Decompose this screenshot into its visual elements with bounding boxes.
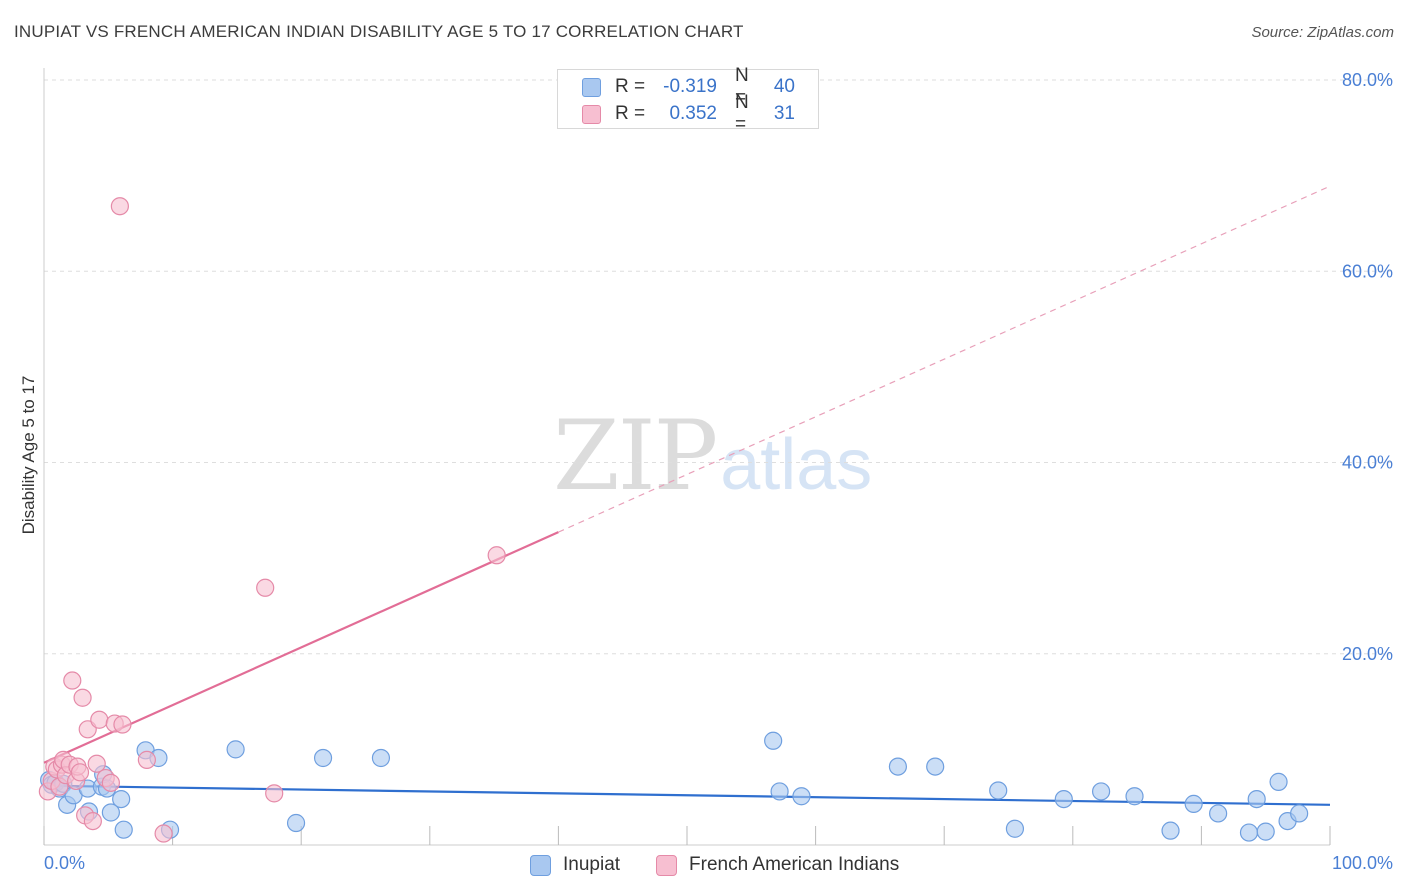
french-american-indians-point-18[interactable] bbox=[90, 710, 109, 729]
stats-legend-box: R = -0.319 N = 40 R = 0.352 N = 31 bbox=[557, 65, 819, 135]
french-american-indians-point-24[interactable] bbox=[137, 750, 156, 769]
inupiat-swatch bbox=[582, 77, 601, 97]
chart-source: Source: ZipAtlas.com bbox=[1251, 24, 1394, 41]
french-american-indians-point-25[interactable] bbox=[154, 824, 173, 843]
label-layer: 20.0% 40.0% 60.0% 80.0% 0.0% 100.0% Disability… bbox=[19, 70, 1393, 873]
inupiat-point-20[interactable] bbox=[313, 748, 333, 768]
french-american-indians-point-20[interactable] bbox=[101, 773, 120, 792]
french-american-indians-point-12[interactable] bbox=[70, 763, 90, 782]
french-american-indians-point-13[interactable] bbox=[73, 688, 92, 707]
legend-label-inupiat: Inupiat bbox=[563, 854, 621, 875]
r-value: -0.319 bbox=[663, 76, 717, 97]
french-american-indians-point-9[interactable] bbox=[63, 671, 82, 690]
inupiat-point-18[interactable] bbox=[226, 740, 245, 759]
n-value: 40 bbox=[773, 76, 795, 97]
french-american-indians-trend-dashed bbox=[558, 185, 1331, 533]
inupiat-point-37[interactable] bbox=[1256, 822, 1275, 841]
y-tick-label-40: 40.0% bbox=[1342, 453, 1393, 473]
inupiat-point-35[interactable] bbox=[1239, 823, 1259, 842]
inupiat-trend bbox=[43, 784, 1331, 806]
inupiat-point-28[interactable] bbox=[1005, 819, 1025, 838]
inupiat-point-33[interactable] bbox=[1184, 794, 1203, 813]
x-tick-label-0: 0.0% bbox=[44, 853, 85, 873]
legend-label-french-american-indians: French American Indians bbox=[689, 854, 900, 875]
inupiat-point-31[interactable] bbox=[1125, 787, 1144, 806]
y-axis-title: Disability Age 5 to 17 bbox=[19, 376, 38, 535]
r-label: R = bbox=[615, 76, 646, 97]
inupiat-point-29[interactable] bbox=[1054, 789, 1073, 809]
n-label: N = bbox=[735, 92, 749, 135]
inupiat-point-21[interactable] bbox=[371, 748, 391, 768]
inupiat-point-22[interactable] bbox=[764, 731, 783, 750]
inupiat-point-24[interactable] bbox=[792, 787, 811, 806]
inupiat-point-23[interactable] bbox=[770, 782, 789, 801]
french-american-indians-point-28[interactable] bbox=[487, 546, 506, 565]
french-american-indians-point-22[interactable] bbox=[110, 197, 129, 216]
inupiat-point-40[interactable] bbox=[1290, 804, 1309, 823]
y-tick-label-20: 20.0% bbox=[1342, 644, 1393, 664]
axis-layer bbox=[43, 68, 1331, 846]
points-layer bbox=[38, 197, 1309, 843]
french-american-indians-point-27[interactable] bbox=[265, 784, 284, 803]
inupiat-point-30[interactable] bbox=[1091, 782, 1111, 801]
trend-layer bbox=[43, 185, 1331, 806]
stats-row-french-american-indians: R = 0.352 N = 31 bbox=[582, 92, 795, 135]
inupiat-point-36[interactable] bbox=[1247, 789, 1266, 809]
french-american-indians-point-16[interactable] bbox=[83, 811, 102, 831]
inupiat-point-26[interactable] bbox=[926, 757, 945, 776]
stats-row-inupiat: R = -0.319 N = 40 bbox=[582, 65, 795, 108]
inupiat-point-34[interactable] bbox=[1209, 804, 1228, 823]
y-tick-label-80: 80.0% bbox=[1342, 70, 1393, 90]
x-tick-label-1: 100.0% bbox=[1332, 853, 1393, 873]
legend-item-inupiat[interactable]: Inupiat bbox=[530, 854, 620, 876]
r-label: R = bbox=[615, 103, 646, 124]
french-american-indians-point-23[interactable] bbox=[113, 715, 132, 734]
inupiat-point-12[interactable] bbox=[101, 803, 120, 822]
inupiat-point-27[interactable] bbox=[989, 781, 1008, 800]
r-value: 0.352 bbox=[669, 103, 717, 124]
n-label: N = bbox=[735, 65, 749, 108]
chart-legend: Inupiat French American Indians bbox=[530, 852, 935, 878]
n-value: 31 bbox=[773, 103, 795, 124]
grid-layer bbox=[44, 79, 1393, 655]
french-american-indians-point-17[interactable] bbox=[87, 754, 106, 773]
y-tick-label-60: 60.0% bbox=[1342, 261, 1393, 281]
legend-swatch-inupiat bbox=[530, 854, 551, 876]
french-american-indians-swatch bbox=[582, 104, 601, 124]
inupiat-point-38[interactable] bbox=[1269, 772, 1288, 791]
inupiat-point-32[interactable] bbox=[1161, 821, 1180, 840]
inupiat-point-19[interactable] bbox=[286, 813, 306, 833]
french-american-indians-point-26[interactable] bbox=[256, 578, 275, 597]
inupiat-point-13[interactable] bbox=[112, 789, 131, 809]
inupiat-point-14[interactable] bbox=[114, 820, 133, 839]
legend-swatch-french-american-indians bbox=[656, 854, 678, 876]
chart-title: INUPIAT VS FRENCH AMERICAN INDIAN DISABI… bbox=[14, 22, 744, 41]
legend-item-french-american-indians[interactable]: French American Indians bbox=[656, 854, 899, 876]
inupiat-point-25[interactable] bbox=[888, 757, 908, 776]
